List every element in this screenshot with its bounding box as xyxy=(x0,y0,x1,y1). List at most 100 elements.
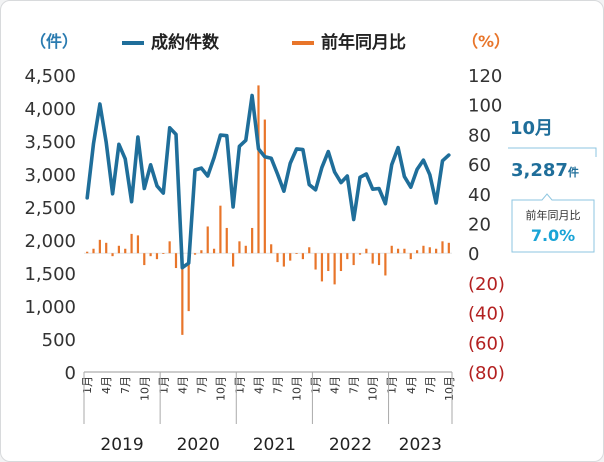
yoy-bar xyxy=(149,253,152,257)
y-right-tick: (40) xyxy=(468,304,505,325)
legend-volume: 成約件数 xyxy=(122,28,219,53)
x-month-label: 7月 xyxy=(272,376,285,394)
yoy-bar xyxy=(263,119,266,254)
yoy-bar xyxy=(117,245,120,254)
y-right-tick: (80) xyxy=(468,363,505,384)
yoy-bar xyxy=(181,253,184,335)
x-month-label: 4月 xyxy=(100,376,113,394)
y-left-tick: 4,000 xyxy=(24,99,76,120)
year-label: 2023 xyxy=(399,435,442,455)
yoy-bar xyxy=(320,253,324,282)
yoy-bar xyxy=(244,245,247,254)
legend-yoy-swatch xyxy=(292,41,314,45)
yoy-bar xyxy=(155,253,159,260)
y-right-tick: 60 xyxy=(468,155,491,176)
yoy-bar xyxy=(308,247,311,254)
yoy-bar xyxy=(371,253,374,264)
yoy-bar xyxy=(327,253,330,272)
callout-sub-label: 前年同月比 xyxy=(525,209,581,222)
yoy-bar xyxy=(409,253,412,260)
yoy-bar xyxy=(295,253,298,254)
x-month-label: 4月 xyxy=(329,376,342,394)
yoy-bar xyxy=(377,253,381,266)
y-right-tick: (60) xyxy=(468,333,505,354)
callout-value: 3,287件 xyxy=(511,160,579,181)
yoy-bar xyxy=(352,253,355,266)
x-month-label: 10月 xyxy=(138,376,151,401)
x-month-label: 7月 xyxy=(119,376,132,394)
y-left-tick: 500 xyxy=(42,330,76,351)
legend-yoy: 前年同月比 xyxy=(292,28,406,53)
year-label: 2022 xyxy=(329,435,372,455)
year-label: 2021 xyxy=(253,435,296,455)
yoy-bar xyxy=(174,253,178,269)
yoy-bar xyxy=(193,253,197,255)
year-label: 2019 xyxy=(100,435,143,455)
yoy-bar xyxy=(441,241,444,254)
x-month-label: 7月 xyxy=(195,376,208,394)
callout-month: 10月 xyxy=(510,118,554,139)
yoy-bar xyxy=(301,253,304,260)
x-month-label: 7月 xyxy=(348,376,361,394)
yoy-bar xyxy=(206,226,209,254)
yoy-bar xyxy=(238,241,241,254)
x-month-label: 4月 xyxy=(405,376,418,394)
yoy-bar xyxy=(219,205,222,254)
yoy-bar xyxy=(225,227,228,254)
yoy-bar xyxy=(92,248,95,254)
yoy-bar xyxy=(276,253,279,263)
y-right-tick: 20 xyxy=(468,215,491,236)
yoy-bar xyxy=(200,250,203,254)
yoy-bar xyxy=(111,253,114,257)
yoy-bar xyxy=(289,253,292,261)
yoy-bar xyxy=(314,253,317,270)
yoy-bar xyxy=(384,253,387,276)
y-left-tick: 1,500 xyxy=(24,264,76,285)
yoy-bar xyxy=(428,247,431,254)
x-month-label: 10月 xyxy=(367,376,380,401)
yoy-bar xyxy=(98,239,101,254)
yoy-bar xyxy=(257,85,260,254)
yoy-bar xyxy=(136,235,140,254)
x-month-label: 7月 xyxy=(424,376,437,394)
yoy-bar xyxy=(358,253,362,255)
yoy-bar xyxy=(416,250,419,254)
callout-pct: 7.0% xyxy=(530,226,576,245)
volume-line xyxy=(85,93,451,270)
yoy-bar xyxy=(251,227,254,254)
yoy-bar xyxy=(447,242,450,254)
yoy-bar xyxy=(270,244,273,254)
yoy-bar xyxy=(168,241,171,254)
y-left-tick: 3,000 xyxy=(24,165,76,186)
yoy-bar xyxy=(422,245,425,254)
y-left-tick: 3,500 xyxy=(24,132,76,153)
yoy-bar xyxy=(403,248,406,254)
yoy-bar xyxy=(333,253,336,285)
y-left-tick: 2,000 xyxy=(24,231,76,252)
legend-volume-swatch xyxy=(122,41,144,45)
yoy-bar xyxy=(365,248,368,254)
x-month-label: 10月 xyxy=(291,376,304,401)
x-month-label: 4月 xyxy=(253,376,266,394)
y-left-tick: 0 xyxy=(65,363,76,384)
y-left-tick: 2,500 xyxy=(24,198,76,219)
y-right-unit: （%） xyxy=(462,32,510,51)
yoy-bar xyxy=(105,242,108,254)
x-month-label: 10月 xyxy=(214,376,227,401)
yoy-bar xyxy=(143,253,146,266)
y-left-tick: 4,500 xyxy=(24,66,76,87)
yoy-bar xyxy=(232,253,235,267)
yoy-bar xyxy=(130,233,133,254)
yoy-bar xyxy=(339,253,343,272)
y-right-tick: (20) xyxy=(468,274,505,295)
yoy-bar xyxy=(212,248,216,254)
year-label: 2020 xyxy=(177,435,220,455)
x-month-label: 4月 xyxy=(176,376,189,394)
y-left-unit: （件） xyxy=(30,32,78,51)
yoy-bar xyxy=(86,251,89,254)
y-right-tick: 0 xyxy=(468,244,479,265)
x-month-label: 10月 xyxy=(443,376,456,401)
y-right-tick: 120 xyxy=(468,66,502,87)
yoy-bar xyxy=(346,253,349,260)
